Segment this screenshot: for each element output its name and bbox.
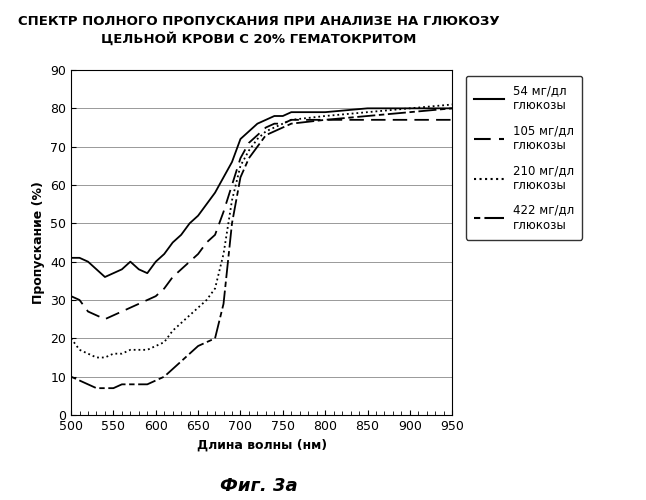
Text: Фиг. 3а: Фиг. 3а — [220, 477, 297, 495]
Legend: 54 мг/дл
глюкозы, 105 мг/дл
глюкозы, 210 мг/дл
глюкозы, 422 мг/дл
глюкозы: 54 мг/дл глюкозы, 105 мг/дл глюкозы, 210… — [466, 76, 583, 240]
Text: СПЕКТР ПОЛНОГО ПРОПУСКАНИЯ ПРИ АНАЛИЗЕ НА ГЛЮКОЗУ
ЦЕЛЬНОЙ КРОВИ С 20% ГЕМАТОКРИТ: СПЕКТР ПОЛНОГО ПРОПУСКАНИЯ ПРИ АНАЛИЗЕ Н… — [17, 15, 499, 46]
X-axis label: Длина волны (нм): Длина волны (нм) — [196, 438, 327, 452]
Y-axis label: Пропускание (%): Пропускание (%) — [32, 181, 45, 304]
